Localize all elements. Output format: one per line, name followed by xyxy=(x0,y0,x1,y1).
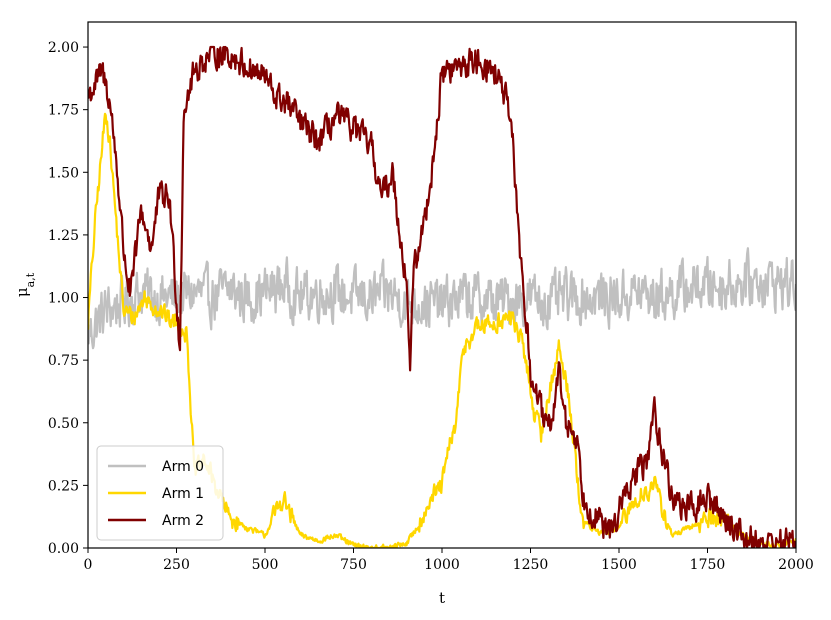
legend-label: Arm 0 xyxy=(162,459,204,475)
y-axis-label-subscript: a,t xyxy=(24,272,37,287)
x-tick-label: 2000 xyxy=(778,557,814,573)
x-tick-label: 1000 xyxy=(424,557,460,573)
y-tick-label: 0.50 xyxy=(48,416,79,432)
x-tick-label: 0 xyxy=(84,557,93,573)
x-axis-ticks: 0 250 500 750 1000 1250 1500 1750 2000 xyxy=(84,548,814,573)
y-tick-label: 1.25 xyxy=(48,228,79,244)
x-tick-label: 500 xyxy=(252,557,279,573)
y-tick-label: 1.50 xyxy=(48,165,79,181)
x-tick-label: 1250 xyxy=(513,557,549,573)
x-axis-label: t xyxy=(439,589,445,607)
x-tick-label: 250 xyxy=(163,557,190,573)
series-line-arm-2 xyxy=(88,45,796,548)
y-axis-label: μa,t xyxy=(13,272,37,297)
y-tick-label: 0.00 xyxy=(48,541,79,557)
series-line-arm-0 xyxy=(88,247,796,350)
y-axis-label-main: μ xyxy=(13,287,31,297)
y-tick-label: 0.75 xyxy=(48,353,79,369)
y-tick-label: 1.75 xyxy=(48,103,79,119)
y-tick-label: 2.00 xyxy=(48,40,79,56)
x-tick-label: 750 xyxy=(340,557,367,573)
legend-label: Arm 1 xyxy=(162,486,204,502)
legend-box xyxy=(96,445,224,541)
y-axis-ticks: 0.00 0.25 0.50 0.75 1.00 1.25 1.50 1.75 2.00 xyxy=(48,40,88,557)
y-tick-label: 1.00 xyxy=(48,291,79,307)
x-tick-label: 1500 xyxy=(601,557,637,573)
legend: Arm 0 Arm 1 Arm 2 xyxy=(96,445,224,541)
y-tick-label: 0.25 xyxy=(48,478,79,494)
legend-label: Arm 2 xyxy=(162,513,204,529)
x-tick-label: 1750 xyxy=(690,557,726,573)
